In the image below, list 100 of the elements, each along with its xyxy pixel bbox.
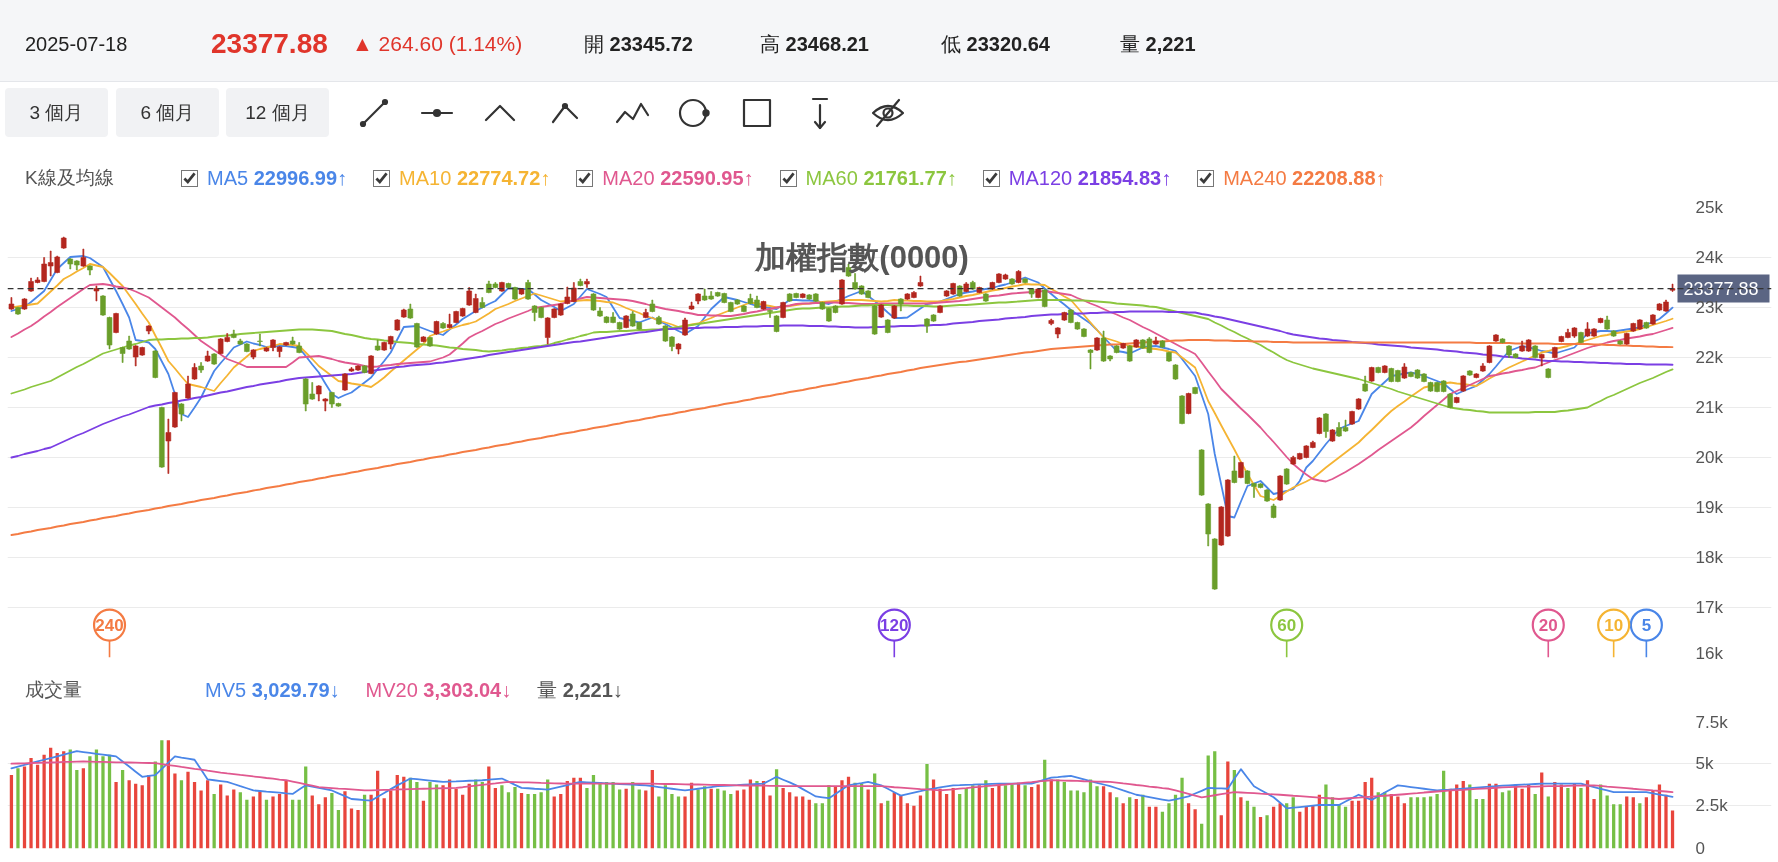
bar [173, 773, 177, 849]
y-tick-label: 18k [1695, 548, 1724, 567]
candlestick [1643, 321, 1650, 329]
line-series [10, 299, 1674, 414]
y-tick-label: 19k [1695, 498, 1724, 517]
candlestick [172, 391, 178, 428]
candlestick [1048, 318, 1054, 326]
candlestick [8, 297, 15, 310]
bar [1625, 796, 1629, 849]
bar [297, 799, 301, 849]
y-tick-label: 17k [1695, 598, 1724, 617]
candlestick [1382, 365, 1388, 374]
bar [670, 793, 674, 849]
y-tick-label: 5k [1695, 753, 1714, 773]
candlestick [1061, 311, 1068, 321]
bar [840, 780, 844, 849]
candlestick [178, 403, 185, 422]
candlestick [1238, 461, 1244, 479]
line-series [10, 750, 1674, 810]
bar [134, 783, 138, 849]
candlestick [1166, 351, 1172, 362]
candlestick [878, 304, 884, 318]
candlestick [1669, 283, 1676, 292]
line-series [10, 283, 1674, 483]
bar [1644, 797, 1649, 849]
candlestick [374, 339, 381, 351]
bar [415, 781, 419, 849]
candlestick [427, 336, 433, 347]
candlestick [518, 288, 525, 295]
candlestick [191, 363, 198, 380]
bar [1350, 800, 1354, 849]
bar [1258, 816, 1263, 849]
bar [918, 795, 923, 849]
candlestick [1153, 336, 1159, 345]
candlestick [499, 281, 505, 292]
candlestick [871, 305, 878, 335]
bar [735, 790, 739, 849]
text: 12 個月 [226, 88, 329, 137]
y-tick-label: 2.5k [1695, 796, 1729, 816]
bar [186, 771, 190, 849]
bar [1095, 786, 1099, 849]
bar [1245, 800, 1250, 849]
bar [899, 795, 903, 849]
bar [938, 788, 942, 849]
candlestick [1159, 340, 1166, 348]
candlestick [1539, 353, 1545, 367]
bar [42, 754, 46, 849]
bar [801, 796, 805, 849]
candlestick [440, 322, 446, 329]
bar [258, 791, 262, 849]
bar [1415, 797, 1420, 849]
bar [1121, 803, 1125, 849]
candlestick [1454, 396, 1460, 404]
bar [114, 781, 118, 849]
candlestick [1041, 289, 1048, 308]
candlestick [839, 279, 845, 305]
bar [807, 799, 811, 849]
bar [905, 803, 910, 849]
text: MA5 22996.99↑ [207, 165, 348, 191]
candlestick [1552, 346, 1558, 359]
candlestick [80, 248, 87, 267]
bar [1422, 797, 1426, 849]
y-tick-label: 16k [1695, 643, 1724, 663]
bar [788, 792, 792, 849]
bar [389, 790, 393, 849]
bar [349, 808, 354, 849]
legend-title: 成交量 [25, 678, 83, 703]
candlestick [937, 305, 943, 314]
bar [179, 780, 184, 849]
bar [500, 785, 504, 849]
candlestick [891, 305, 898, 319]
text: MV5 3,029.79↓ [205, 677, 340, 703]
candlestick [368, 355, 374, 375]
bar [264, 799, 269, 849]
candlestick [1650, 314, 1656, 325]
bar [1396, 796, 1400, 849]
bar [461, 794, 465, 849]
candlestick [1113, 345, 1120, 354]
bar [291, 799, 295, 849]
candlestick [231, 329, 237, 339]
bar [1115, 797, 1119, 849]
bar [1239, 797, 1243, 849]
bar [310, 795, 314, 849]
bar [9, 775, 14, 849]
bar [853, 782, 857, 849]
bar [820, 803, 824, 849]
bar [454, 788, 458, 849]
candlestick [1270, 503, 1277, 519]
bar [1298, 811, 1302, 849]
bar [1003, 785, 1008, 849]
bar [219, 784, 223, 849]
candlestick [1035, 288, 1041, 299]
bar [683, 796, 687, 849]
candlestick [917, 275, 924, 287]
candlestick [1362, 375, 1368, 392]
bar [696, 789, 700, 849]
candlestick [773, 315, 780, 333]
bar [1030, 787, 1034, 849]
candlestick [1617, 340, 1623, 345]
y-tick-label: 23k [1695, 298, 1724, 317]
